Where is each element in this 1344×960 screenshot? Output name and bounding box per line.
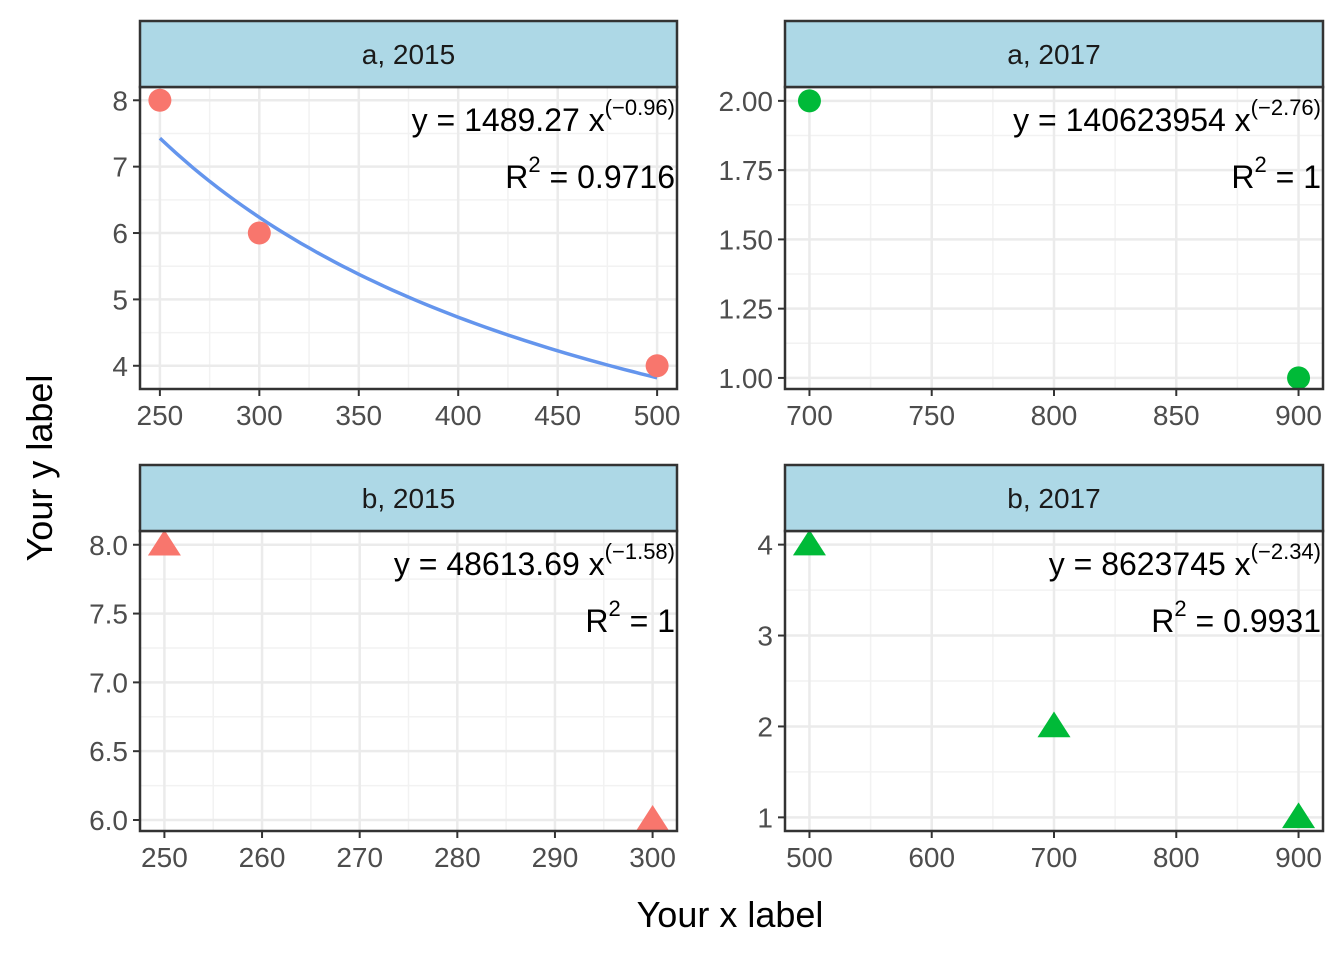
data-point-triangle [1282, 802, 1316, 829]
x-tick-label: 260 [239, 842, 286, 873]
y-tick-label: 2.00 [719, 86, 774, 117]
x-tick-label: 850 [1153, 400, 1200, 431]
x-tick-label: 500 [634, 400, 681, 431]
y-tick-label: 6.5 [89, 736, 128, 767]
x-tick-label: 290 [532, 842, 579, 873]
data-point-circle [148, 88, 172, 112]
y-tick-label: 7 [112, 152, 128, 183]
y-tick-label: 4 [757, 530, 773, 561]
x-tick-label: 280 [434, 842, 481, 873]
facet-panels: 250 300 350 400 450 500 4 5 6 7 8 a, 2015 y = 1489.2… [89, 19, 1325, 873]
data-point-triangle [1037, 711, 1071, 738]
regression-equation: y = 8623745 x(−2.34) [1049, 539, 1321, 582]
x-tick-label: 270 [336, 842, 383, 873]
regression-equation: y = 48613.69 x(−1.58) [394, 539, 675, 582]
x-tick-label: 300 [629, 842, 676, 873]
x-tick-label: 600 [908, 842, 955, 873]
x-tick-label: 750 [908, 400, 955, 431]
x-axis-title: Your x label [637, 894, 824, 935]
y-tick-label: 2 [757, 711, 773, 742]
y-tick-label: 3 [757, 621, 773, 652]
y-tick-label: 8.0 [89, 530, 128, 561]
data-point-circle [797, 89, 821, 113]
r-squared-annotation: R2 = 1 [1231, 152, 1321, 195]
power-fit-line [158, 136, 658, 380]
facet-strip-label: b, 2015 [362, 483, 455, 514]
y-axis-title: Your y label [19, 375, 60, 562]
y-tick-label: 7.0 [89, 667, 128, 698]
x-tick-label: 700 [1031, 842, 1078, 873]
x-tick-label: 250 [137, 400, 184, 431]
y-tick-label: 5 [112, 284, 128, 315]
x-tick-label: 700 [786, 400, 833, 431]
y-tick-label: 1.25 [719, 294, 774, 325]
y-tick-label: 4 [112, 351, 128, 382]
facet-strip-label: b, 2017 [1007, 483, 1100, 514]
y-tick-label: 1.75 [719, 155, 774, 186]
panel-1: 250 300 350 400 450 500 4 5 6 7 8 a, 2015 y = 1489.2… [112, 19, 681, 431]
y-tick-label: 1.50 [719, 224, 774, 255]
data-point-triangle [147, 529, 181, 556]
data-point-circle [645, 354, 669, 378]
x-tick-label: 350 [335, 400, 382, 431]
facet-strip [783, 463, 1325, 533]
data-point-circle [1287, 366, 1311, 390]
r-squared-annotation: R2 = 0.9931 [1151, 596, 1321, 639]
y-tick-label: 6 [112, 218, 128, 249]
facet-strip [138, 19, 679, 89]
x-tick-label: 400 [435, 400, 482, 431]
facet-strip [783, 19, 1325, 89]
x-tick-label: 250 [141, 842, 188, 873]
r-squared-annotation: R2 = 1 [585, 596, 675, 639]
x-tick-label: 900 [1275, 842, 1322, 873]
panel-4: 500 600 700 800 900 1 2 3 4 b, 2017 y = 8623745 x(… [757, 463, 1325, 873]
x-tick-label: 800 [1031, 400, 1078, 431]
panel-2: 700 750 800 850 900 1.00 1.25 1.50 1.75 2.00 a, 20… [719, 19, 1325, 431]
x-tick-label: 450 [534, 400, 581, 431]
x-tick-label: 500 [786, 842, 833, 873]
x-tick-label: 800 [1153, 842, 1200, 873]
r-squared-annotation: R2 = 0.9716 [505, 152, 675, 195]
data-point-circle [247, 221, 271, 245]
data-point-triangle [636, 804, 670, 831]
data-point-triangle [792, 529, 826, 556]
y-tick-label: 8 [112, 85, 128, 116]
y-tick-label: 1 [757, 802, 773, 833]
regression-equation: y = 140623954 x(−2.76) [1013, 95, 1321, 138]
facet-strip-label: a, 2015 [362, 39, 455, 70]
y-tick-label: 7.5 [89, 599, 128, 630]
panel-3: 250 260 270 280 290 300 6.0 6.5 7.0 7.5 8.0 b, 2015… [89, 463, 679, 873]
y-tick-label: 6.0 [89, 805, 128, 836]
x-tick-label: 900 [1275, 400, 1322, 431]
x-tick-label: 300 [236, 400, 283, 431]
facet-strip [138, 463, 679, 533]
y-tick-label: 1.00 [719, 363, 774, 394]
facet-strip-label: a, 2017 [1007, 39, 1100, 70]
regression-equation: y = 1489.27 x(−0.96) [412, 95, 675, 138]
